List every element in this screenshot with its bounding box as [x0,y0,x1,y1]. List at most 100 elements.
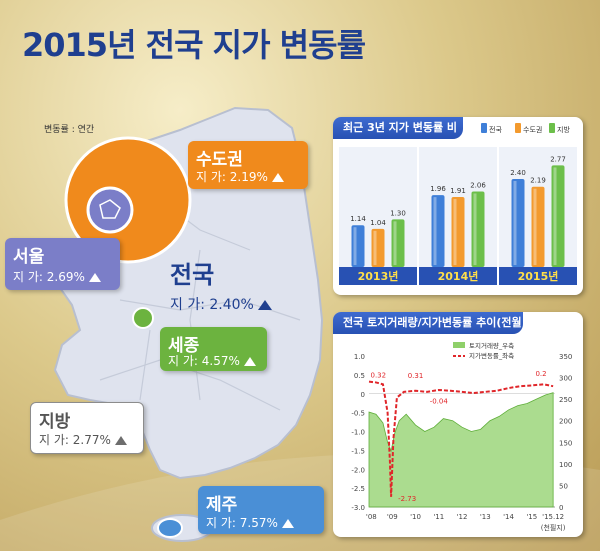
category-label: 2013년 [358,269,399,283]
local-callout: 지방 지 가: 2.77% [30,402,144,454]
local-name: 지방 [39,412,71,432]
sejong-area [132,307,154,329]
bar-chart-title: 최근 3년 지가 변동률 비교 [333,117,463,156]
bar-highlight [373,230,377,265]
x-tick-label: '15 [526,513,537,521]
land-price-line [368,380,554,497]
line-chart: 1.0 0.5 0 -0.5 -1.0 -1.5 -2.0 -2.5 -3.0 350 300 250… [351,341,572,532]
legend-label: 지가변동률_좌측 [469,351,514,360]
legend-swatch [549,123,555,133]
bar-data-label: 2.40 [510,169,526,177]
bar-highlight [473,193,477,265]
page-title: 2015년 전국 지가 변동률 [22,26,366,64]
y-left-tick-label: -0.5 [351,410,365,418]
legend-label: 토지거래량_우측 [469,341,514,350]
category-label: 2014년 [438,269,479,283]
up-arrow-icon [114,436,127,445]
category-label: 2015년 [518,269,559,283]
line-chart-title: 전국 토지거래량/지가변동률 추이(전월대비) [333,312,523,351]
y-left-tick-label: -1.5 [351,447,365,455]
y-right-tick-label: 300 [559,375,572,383]
capital-region-callout: 수도권 지 가: 2.19% [188,141,308,189]
seoul-callout: 서울 지 가: 2.69% [5,238,120,290]
seoul-rate: 지 가: 2.69% [13,270,85,284]
x-tick-label: '11 [433,513,444,521]
y-left-tick-label: 0.5 [354,372,365,380]
capital-region-rate: 지 가: 2.19% [196,170,268,184]
bar-chart: 전국 수도권 지방 2013년 1.14 1.04 1.30 2014년 1.96 1.91 2.0… [339,123,577,285]
legend-swatch [515,123,521,133]
y-right-tick-label: 150 [559,439,572,447]
national-rate: 지 가: 2.40% [170,297,254,313]
line-chart-panel: 전국 토지거래량/지가변동률 추이(전월대비) 1.0 0.5 0 -0.5 -1.0 -… [333,312,583,537]
bar [451,196,465,267]
bar [531,186,545,267]
bar [371,228,385,267]
jeju-callout: 제주 지 가: 7.57% [198,486,324,534]
y-right-tick-label: 350 [559,353,572,361]
bar-data-label: 1.04 [370,219,386,227]
up-arrow-icon [243,357,256,366]
bar-data-label: 2.06 [470,181,486,189]
x-tick-label: '15.12 [542,513,564,521]
x-tick-label: '10 [410,513,421,521]
volume-area [368,392,554,508]
legend-label: 지방 [557,125,570,134]
x-tick-label: '09 [387,513,398,521]
bar [431,195,445,267]
bar-data-label: 1.91 [450,187,466,195]
bar-data-label: 1.14 [350,215,366,223]
bar-highlight [513,181,517,265]
jeju-highlight [157,518,183,538]
annotation-label: -2.73 [398,495,416,503]
bar-data-label: 2.77 [550,155,566,163]
bar [511,179,525,267]
y-right-tick-label: 100 [559,461,572,469]
x-tick-label: '08 [366,513,377,521]
seoul-area [86,186,134,234]
jeju-name: 제주 [206,495,238,515]
bar-highlight [533,188,537,265]
y-left-tick-label: -2.5 [351,485,365,493]
bar-data-label: 1.96 [430,185,446,193]
y-left-tick-label: -3.0 [351,504,365,512]
bar-data-label: 2.19 [530,177,546,185]
unit-note: 변동률 : 연간 [44,125,95,135]
bar [471,191,485,267]
bar-highlight [353,227,357,265]
annotation-label: 0.32 [371,372,387,380]
national-name: 전국 [170,261,215,289]
category-ribbon [339,267,417,285]
seoul-name: 서울 [13,247,45,267]
annotation-label: 0.2 [535,370,546,378]
sejong-name: 세종 [168,336,200,356]
legend-swatch [481,123,487,133]
bar [551,165,565,267]
legend-label: 수도권 [523,126,542,134]
category-ribbon [499,267,577,285]
y-left-tick-label: 1.0 [354,353,365,361]
bar-highlight [553,167,557,265]
annotation-label: -0.04 [430,397,449,405]
y-right-tick-label: 50 [559,482,568,490]
y-left-tick-label: -2.0 [351,466,365,474]
sejong-rate: 지 가: 4.57% [168,354,240,368]
y-left-tick-label: 0 [361,391,365,399]
x-tick-label: '14 [503,513,514,521]
seoul-outline [99,199,121,219]
x-axis-note: (천필지) [541,523,566,532]
national-label: 전국 지 가: 2.40% [170,255,272,314]
up-arrow-icon [281,519,294,528]
up-arrow-icon [88,273,101,282]
y-left-tick-label: -1.0 [351,429,365,437]
bar-data-label: 1.30 [390,209,406,217]
bar [391,219,405,267]
annotation-label: 0.31 [408,372,424,380]
sejong-callout: 세종 지 가: 4.57% [160,327,267,371]
legend-swatch [453,342,465,348]
local-rate: 지 가: 2.77% [39,433,111,447]
x-tick-label: '12 [457,513,468,521]
up-arrow-icon [257,300,272,310]
bar-highlight [393,221,397,265]
